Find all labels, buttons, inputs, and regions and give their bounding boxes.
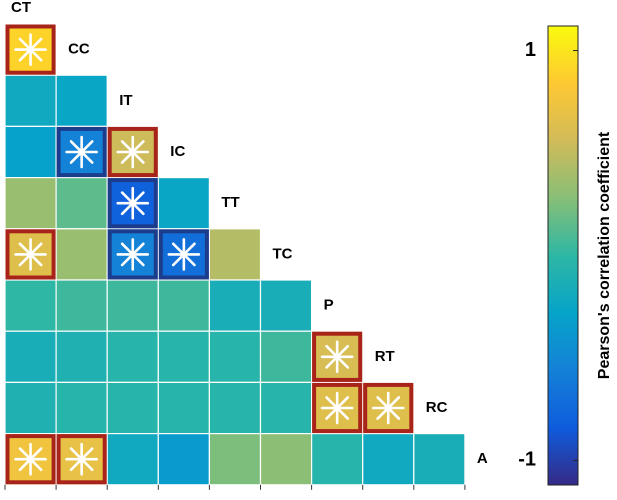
heatmap-cell — [208, 279, 262, 332]
heatmap-cell — [259, 433, 313, 486]
heatmap-cell — [157, 433, 211, 486]
heatmap-cell — [4, 177, 57, 230]
significance-star — [376, 396, 401, 420]
significance-star — [171, 242, 196, 267]
heatmap-cell — [208, 228, 262, 281]
heatmap-cell — [157, 330, 211, 384]
significance-border — [312, 382, 363, 434]
heatmap-cell — [4, 381, 57, 435]
significance-border — [107, 229, 158, 280]
heatmap-cell — [106, 330, 159, 384]
colorbar-label: Pearson's correlation coefficient — [596, 131, 613, 379]
heatmap-cell — [4, 125, 57, 179]
significance-border — [5, 229, 56, 280]
significance-star — [18, 37, 43, 62]
significance-border — [312, 331, 363, 382]
significance-star — [18, 242, 43, 267]
variable-label: RC — [426, 399, 448, 416]
heatmap-cell — [311, 433, 364, 486]
significance-border — [5, 434, 56, 485]
significance-border — [158, 229, 209, 280]
heatmap-cell — [55, 228, 108, 281]
heatmap-cell — [55, 177, 108, 230]
variable-label: RT — [375, 348, 395, 365]
heatmap-cell — [362, 433, 415, 486]
heatmap-cell — [208, 381, 262, 435]
heatmap-cell — [55, 381, 108, 435]
significance-star — [120, 242, 145, 267]
variable-label: CC — [68, 41, 90, 58]
significance-star — [120, 140, 145, 164]
heatmap-cell — [259, 330, 313, 384]
heatmap-cell — [55, 330, 108, 384]
heatmap-cell — [106, 381, 159, 435]
heatmap-cell — [4, 279, 57, 332]
heatmap-cell — [106, 433, 159, 486]
significance-star — [18, 447, 43, 472]
significance-star — [325, 396, 350, 420]
significance-star — [120, 191, 145, 216]
variable-label: TC — [273, 245, 293, 262]
variable-label: P — [324, 297, 334, 314]
significance-star — [69, 140, 94, 164]
heatmap-cell — [259, 381, 313, 435]
significance-border — [363, 382, 414, 434]
heatmap-cell — [157, 279, 211, 332]
significance-border — [5, 24, 56, 75]
variable-label: IC — [170, 143, 185, 160]
significance-border — [56, 126, 107, 178]
heatmap-cell — [157, 177, 211, 230]
significance-border — [107, 178, 158, 229]
heatmap-cell — [208, 433, 262, 486]
colorbar-tick-label: -1 — [518, 449, 536, 471]
heatmap-cell — [55, 74, 108, 127]
heatmap-cell — [413, 433, 466, 486]
significance-border — [107, 126, 158, 178]
variable-label: A — [477, 450, 488, 467]
variable-label: IT — [119, 92, 132, 109]
significance-star — [69, 447, 94, 472]
variable-label: TT — [221, 194, 239, 211]
heatmap-cell — [4, 74, 57, 127]
heatmap-cell — [311, 330, 364, 384]
colorbar — [547, 25, 579, 486]
heatmap-cell — [55, 279, 108, 332]
heatmap-cell — [208, 330, 262, 384]
heatmap-cell — [4, 330, 57, 384]
variable-label: CT — [11, 0, 31, 16]
significance-star — [325, 344, 350, 369]
heatmap-cell — [157, 381, 211, 435]
colorbar-tick-label: 1 — [525, 39, 536, 61]
heatmap-cell — [106, 279, 159, 332]
heatmap-cell — [259, 279, 313, 332]
significance-border — [56, 434, 107, 485]
